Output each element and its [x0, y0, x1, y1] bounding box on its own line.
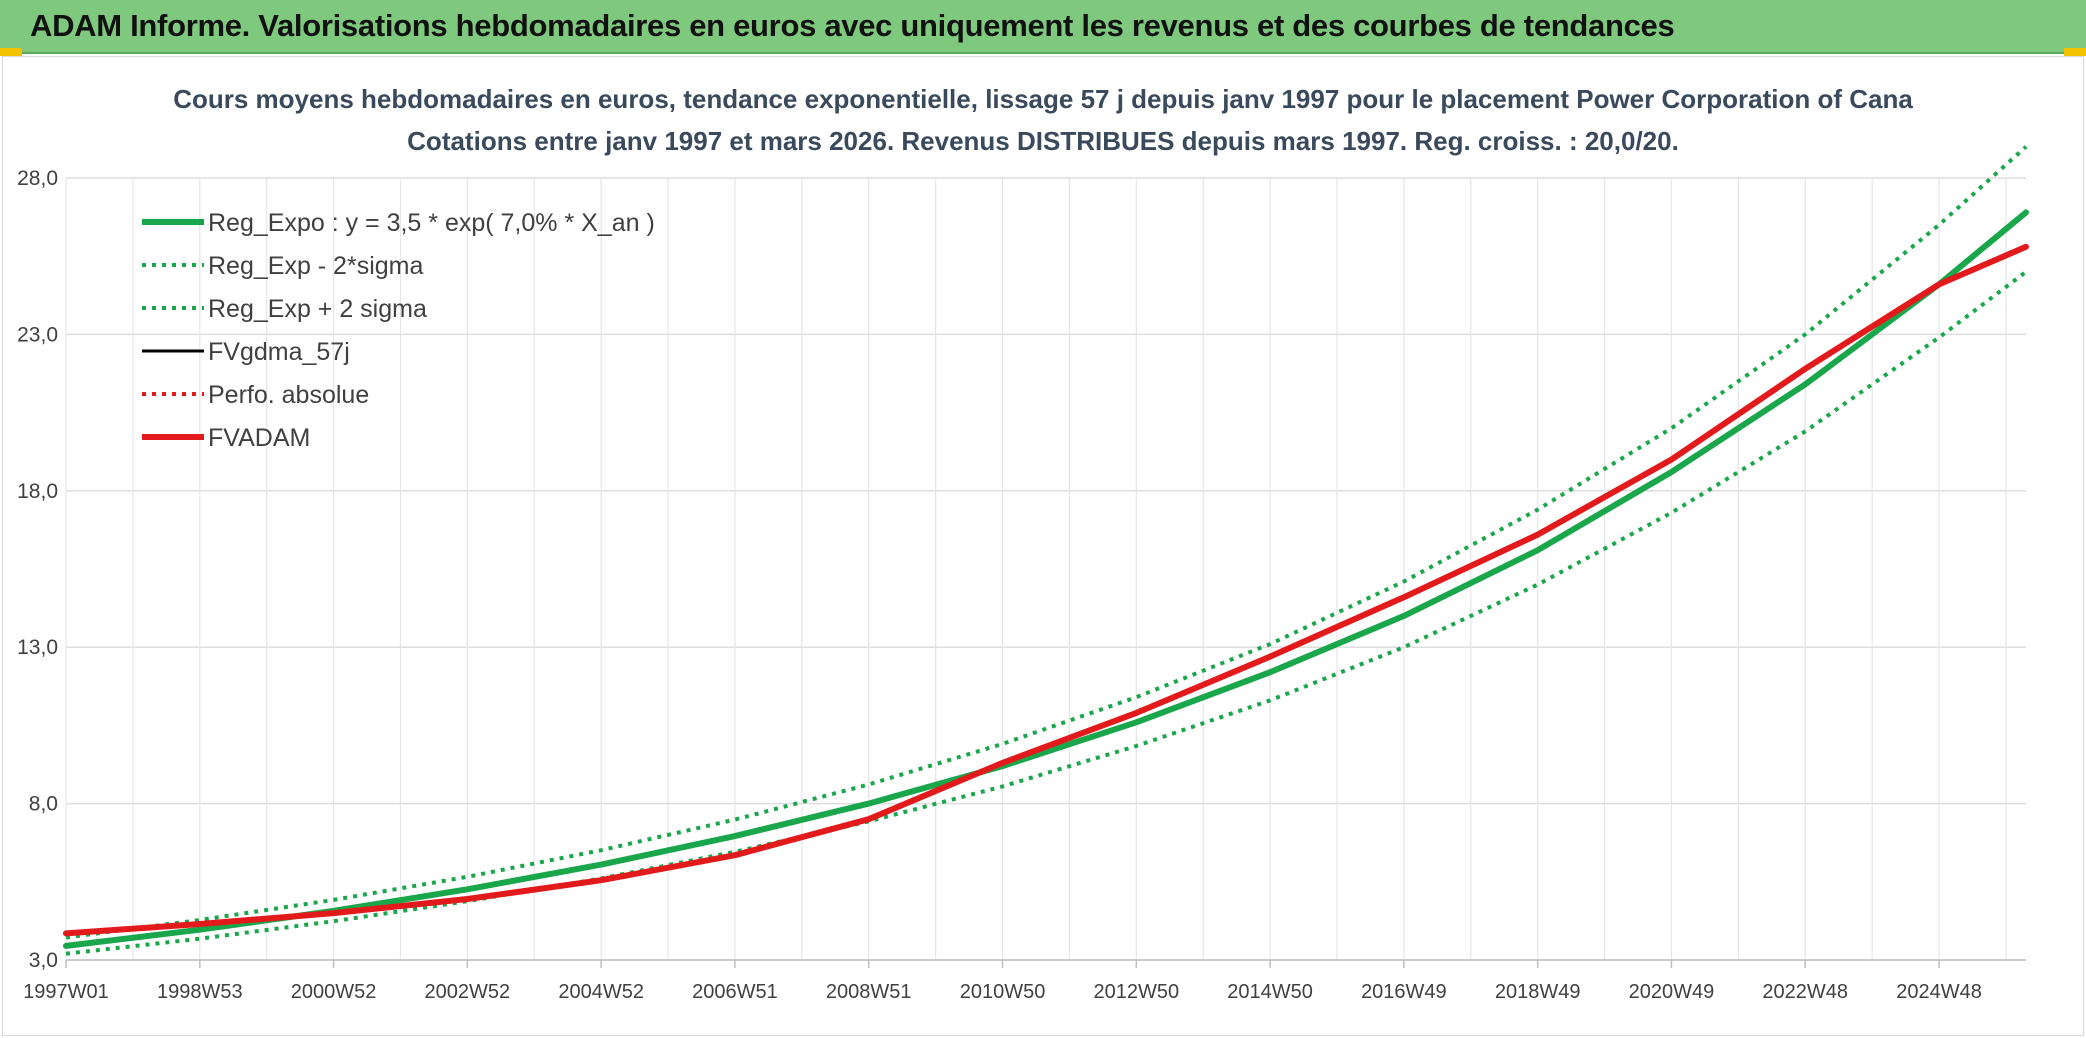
x-tick-label: 2004W52: [558, 981, 644, 1003]
y-tick-label: 8,0: [29, 793, 58, 816]
y-tick-label: 23,0: [17, 323, 58, 346]
legend-label-0: Reg_Expo : y = 3,5 * exp( 7,0% * X_an ): [208, 209, 655, 237]
legend-label-4: Perfo. absolue: [208, 381, 369, 409]
x-tick-label: 2006W51: [692, 981, 778, 1003]
x-tick-label: 2016W49: [1361, 981, 1447, 1003]
x-tick-label: 2018W49: [1495, 981, 1581, 1003]
corner-marker-right: [2064, 48, 2086, 56]
x-tick-label: 2024W48: [1896, 981, 1982, 1003]
series-line-0: [63, 209, 2029, 949]
legend-label-2: Reg_Exp + 2 sigma: [208, 295, 427, 323]
x-tick-label: 2020W49: [1629, 981, 1715, 1003]
chart-grid: [65, 177, 2026, 961]
x-tick-label: 2000W52: [291, 981, 377, 1003]
chart-series: [63, 145, 2029, 956]
corner-marker-left: [0, 48, 22, 56]
chart-subtitle: Cotations entre janv 1997 et mars 2026. …: [407, 126, 1679, 156]
x-tick-label: 2008W51: [826, 981, 912, 1003]
y-tick-label: 13,0: [17, 636, 58, 659]
x-tick-label: 1998W53: [157, 981, 243, 1003]
series-line-2: [65, 145, 2028, 940]
x-tick-label: 2010W50: [960, 981, 1046, 1003]
x-tick-label: 2002W52: [425, 981, 511, 1003]
y-tick-label: 3,0: [29, 949, 58, 972]
legend-label-5: FVADAM: [208, 424, 310, 452]
legend-label-3: FVgdma_57j: [208, 338, 350, 366]
chart-axes: 3,0 8,0 13,0 18,0 23,0 28,0 1997W01 1998W53 2000…: [17, 167, 2026, 1003]
x-tick-label: 2022W48: [1762, 981, 1848, 1003]
report-banner: ADAM Informe. Valorisations hebdomadaire…: [0, 0, 2086, 54]
legend-label-1: Reg_Exp - 2*sigma: [208, 252, 423, 280]
x-tick-label: 1997W01: [23, 981, 109, 1003]
series-line-1: [65, 270, 2028, 956]
x-tick-label: 2012W50: [1093, 981, 1179, 1003]
y-tick-label: 18,0: [17, 480, 58, 503]
x-tick-label: 2014W50: [1227, 981, 1313, 1003]
report-title: ADAM Informe. Valorisations hebdomadaire…: [30, 8, 1675, 43]
chart-title: Cours moyens hebdomadaires en euros, ten…: [173, 84, 1913, 114]
chart-legend: Reg_Expo : y = 3,5 * exp( 7,0% * X_an ) R…: [142, 209, 655, 452]
chart-frame: [2, 56, 2084, 1036]
y-tick-label: 28,0: [17, 167, 58, 190]
series-line-5: [63, 243, 2029, 937]
